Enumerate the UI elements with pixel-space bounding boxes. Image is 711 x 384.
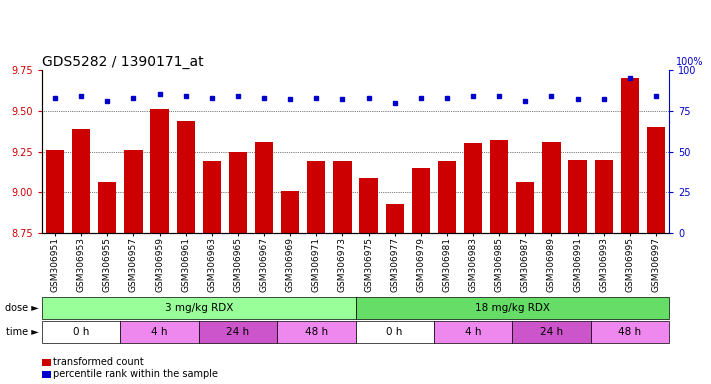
- Bar: [203, 161, 221, 233]
- Text: 48 h: 48 h: [619, 327, 641, 337]
- Bar: [542, 142, 560, 233]
- Text: 3 mg/kg RDX: 3 mg/kg RDX: [164, 303, 233, 313]
- Bar: [464, 143, 482, 233]
- Text: GDS5282 / 1390171_at: GDS5282 / 1390171_at: [42, 55, 203, 69]
- Text: 24 h: 24 h: [540, 327, 563, 337]
- Text: 48 h: 48 h: [305, 327, 328, 337]
- Bar: [490, 140, 508, 233]
- Bar: [621, 78, 639, 233]
- Text: transformed count: transformed count: [53, 357, 144, 367]
- Bar: [151, 109, 169, 233]
- Bar: [594, 160, 613, 233]
- Bar: [255, 142, 273, 233]
- Text: percentile rank within the sample: percentile rank within the sample: [53, 369, 218, 379]
- Bar: [568, 160, 587, 233]
- Text: 18 mg/kg RDX: 18 mg/kg RDX: [475, 303, 550, 313]
- Bar: [438, 161, 456, 233]
- Bar: [281, 190, 299, 233]
- Text: 0 h: 0 h: [387, 327, 403, 337]
- Bar: [647, 127, 665, 233]
- Bar: [307, 161, 326, 233]
- Text: 4 h: 4 h: [151, 327, 168, 337]
- Bar: [124, 150, 143, 233]
- Bar: [46, 150, 64, 233]
- Bar: [385, 204, 404, 233]
- Text: 24 h: 24 h: [226, 327, 250, 337]
- Bar: [360, 177, 378, 233]
- Bar: [72, 129, 90, 233]
- Bar: [98, 182, 117, 233]
- Text: 0 h: 0 h: [73, 327, 90, 337]
- Bar: [176, 121, 195, 233]
- Text: 100%: 100%: [676, 57, 703, 67]
- Text: dose ►: dose ►: [5, 303, 38, 313]
- Bar: [333, 161, 351, 233]
- Text: time ►: time ►: [6, 327, 38, 337]
- Bar: [229, 152, 247, 233]
- Bar: [516, 182, 535, 233]
- Text: 4 h: 4 h: [465, 327, 481, 337]
- Bar: [412, 168, 430, 233]
